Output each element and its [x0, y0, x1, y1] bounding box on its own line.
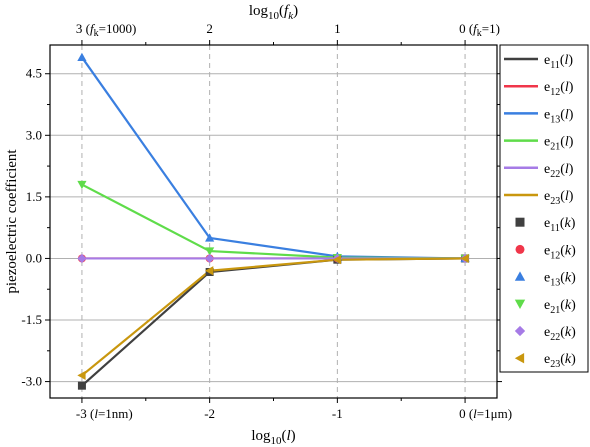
series-line-e13-l	[81, 56, 466, 260]
axes: -3.0 -1.5 0.0 1.5 3.0 4.5 -3 (l=1nm) 3 (fk=1000…	[21, 21, 512, 421]
data-point-e23-k	[332, 255, 342, 265]
x-tick-label: -3 (l=1nm)	[76, 406, 133, 421]
series-line-e23-l	[81, 257, 466, 377]
x2-tick-label: 1	[334, 21, 341, 36]
legend-label-e21-l: e21(l)	[544, 135, 574, 153]
legend-swatch-e11-k	[515, 217, 525, 227]
x-axis-title: log10(l)	[251, 428, 295, 447]
legend-label-e12-l: e12(l)	[544, 80, 574, 98]
series-markers	[77, 52, 470, 390]
legend-label-e22-l: e22(l)	[544, 162, 574, 180]
y-axis-title: piezoelectric coefficient	[4, 149, 20, 294]
data-point-e23-k	[205, 266, 214, 276]
series-line-e11-l	[81, 257, 466, 387]
data-point-e23-k	[77, 370, 86, 381]
data-point-e22-k	[205, 253, 215, 264]
legend-label-e13-l: e13(l)	[544, 107, 574, 125]
grid	[50, 45, 497, 398]
top-x-axis-title: log10(fk)	[249, 3, 298, 22]
legend-swatch-e23-k	[514, 353, 525, 364]
x2-tick-label: 3 (fk=1000)	[76, 21, 136, 39]
x2-tick-label: 0 (fk=1)	[459, 21, 500, 39]
legend-label-e23-l: e23(l)	[544, 189, 574, 207]
legend-swatch-e21-k	[514, 299, 526, 309]
legend-label-e12-k: e12(k)	[544, 243, 576, 261]
data-point-e23-k	[460, 253, 469, 264]
x-tick-label: -2	[204, 406, 215, 421]
data-point-e22-k	[77, 253, 87, 264]
data-point-e21-k	[205, 247, 215, 256]
x-tick-label: -1	[332, 406, 343, 421]
legend-swatch-e12-k	[515, 244, 525, 254]
data-point-e11-k	[77, 381, 86, 390]
legend-label-e22-k: e22(k)	[544, 325, 576, 343]
y-tick-label: 4.5	[26, 66, 42, 81]
legend-label-e21-k: e21(k)	[544, 298, 576, 316]
data-point-e13-k	[77, 52, 87, 61]
series-lines	[81, 56, 466, 387]
legend-swatch-e22-k	[514, 325, 526, 337]
y-tick-label: 3.0	[26, 127, 42, 142]
legend: e11(l) e12(l) e13(l) e21(l) e22(l) e23(l) e11(…	[499, 44, 589, 373]
legend-swatch-e13-k	[514, 271, 526, 281]
data-point-e13-k	[205, 233, 215, 242]
legend-label-e23-k: e23(k)	[544, 352, 576, 370]
legend-label-e13-k: e13(k)	[544, 271, 576, 289]
y-tick-label: -3.0	[21, 374, 42, 389]
data-point-e21-k	[77, 180, 87, 190]
legend-box	[499, 44, 589, 373]
x-tick-label: 0 (l=1μm)	[459, 406, 512, 421]
legend-label-e11-k: e11(k)	[544, 216, 576, 234]
y-tick-label: 1.5	[26, 189, 42, 204]
y-tick-label: 0.0	[26, 250, 42, 265]
legend-label-e11-l: e11(l)	[544, 53, 573, 71]
x2-tick-label: 2	[206, 21, 213, 36]
plot-frame	[49, 44, 498, 399]
y-tick-label: -1.5	[21, 312, 42, 327]
